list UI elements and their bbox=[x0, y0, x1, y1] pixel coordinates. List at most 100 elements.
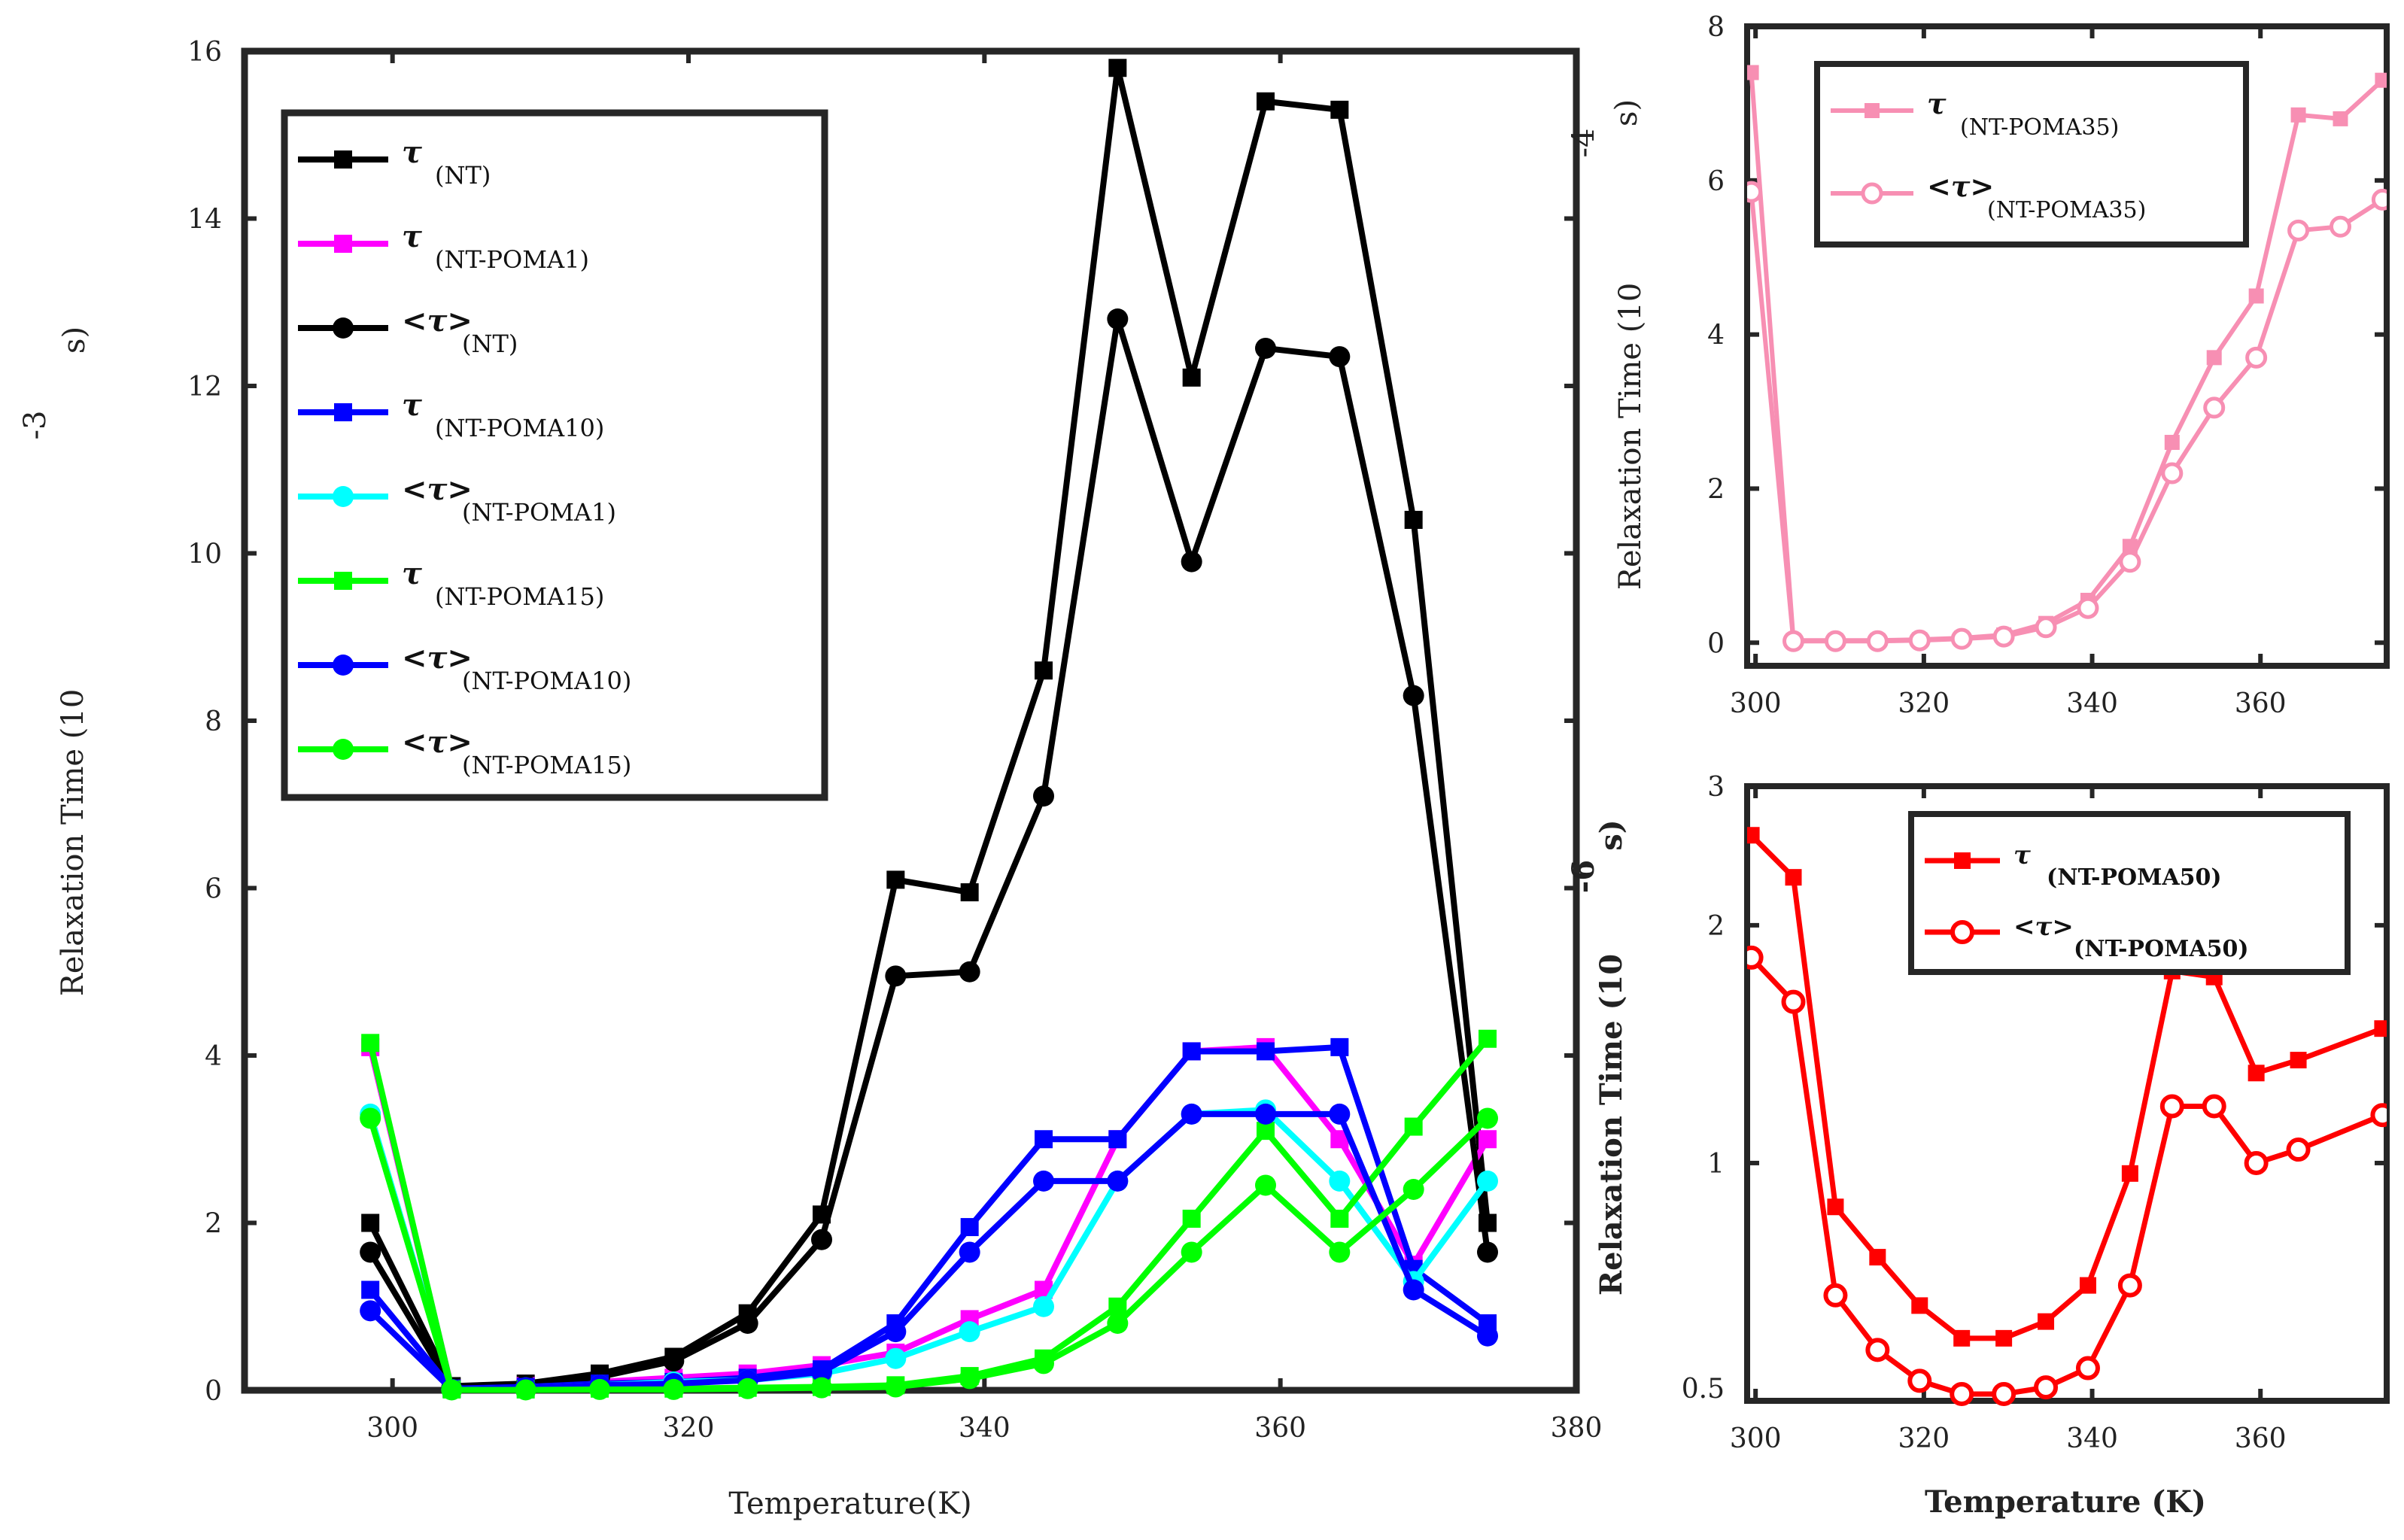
data-point bbox=[1329, 1103, 1351, 1125]
legend-item: τ (NT-POMA1) bbox=[298, 219, 589, 274]
y-axis-label: Relaxation Time (10 bbox=[1613, 283, 1648, 591]
series-tau-nt-poma50 bbox=[1747, 827, 2387, 1347]
x-tick-label: 340 bbox=[2066, 1423, 2118, 1454]
y-tick-label: 12 bbox=[187, 372, 222, 402]
legend-item: <τ>(NT) bbox=[298, 303, 518, 358]
data-point bbox=[1477, 1325, 1498, 1347]
data-point bbox=[1033, 1170, 1054, 1192]
y-tick-label: 0 bbox=[205, 1376, 222, 1407]
data-point bbox=[1182, 1209, 1201, 1228]
data-point bbox=[885, 965, 907, 987]
legend-marker bbox=[333, 317, 354, 339]
data-point bbox=[1827, 1198, 1844, 1216]
data-point bbox=[2244, 1150, 2269, 1175]
data-point bbox=[1781, 989, 1806, 1014]
data-point bbox=[1747, 827, 1760, 844]
data-point bbox=[1479, 1130, 1497, 1149]
legend-marker bbox=[1954, 852, 1971, 869]
data-point bbox=[441, 1379, 463, 1401]
legend-item: τ (NT-POMA10) bbox=[298, 387, 604, 442]
data-point bbox=[1992, 1381, 2017, 1406]
data-point bbox=[2329, 215, 2351, 238]
data-point bbox=[360, 1300, 381, 1322]
legend-item: <τ>(NT-POMA1) bbox=[298, 472, 616, 527]
data-point bbox=[2202, 1094, 2226, 1119]
series-line bbox=[1749, 955, 2384, 1397]
legend-subscript: (NT) bbox=[435, 161, 491, 190]
data-point bbox=[2164, 435, 2180, 451]
x-tick-label: 300 bbox=[1730, 1423, 1782, 1454]
y-tick-label: 10 bbox=[187, 539, 222, 570]
y-tick-label: 2 bbox=[1707, 474, 1725, 505]
y-tick-label: 6 bbox=[1707, 166, 1725, 197]
legend-marker bbox=[333, 486, 354, 507]
data-point bbox=[1907, 1368, 1932, 1393]
data-point bbox=[1953, 1329, 1971, 1347]
legend-symbol: <τ> bbox=[402, 303, 473, 339]
data-point bbox=[1108, 59, 1127, 77]
x-tick-label: 360 bbox=[2235, 1423, 2287, 1454]
series-tau-nt-poma15 bbox=[361, 1029, 1497, 1399]
data-point bbox=[2286, 1138, 2311, 1162]
x-tick-label: 360 bbox=[1254, 1413, 1306, 1444]
data-point bbox=[1329, 1170, 1351, 1192]
data-point bbox=[361, 1280, 380, 1299]
data-point bbox=[1823, 1283, 1848, 1308]
legend: τ(NT)τ(NT-POMA1)<τ>(NT)τ(NT-POMA10)<τ>(N… bbox=[281, 109, 828, 801]
data-point bbox=[1035, 661, 1053, 680]
x-tick-label: 340 bbox=[959, 1413, 1011, 1444]
data-point bbox=[1866, 630, 1889, 652]
legend-symbol: <τ> bbox=[402, 472, 473, 507]
data-point bbox=[1329, 346, 1351, 368]
data-point bbox=[885, 1321, 907, 1343]
legend-subscript: (NT-POMA10) bbox=[435, 414, 604, 442]
legend-marker bbox=[333, 739, 354, 760]
data-point bbox=[811, 1377, 832, 1399]
data-point bbox=[2159, 1094, 2184, 1119]
data-point bbox=[2287, 219, 2310, 241]
x-tick-label: 360 bbox=[2235, 688, 2287, 719]
data-point bbox=[1747, 65, 1759, 80]
legend-item: τ (NT-POMA35) bbox=[1831, 87, 2119, 141]
data-point bbox=[886, 870, 905, 889]
data-point bbox=[1911, 1297, 1928, 1314]
y-axis-unit: s) bbox=[1594, 819, 1629, 850]
series-line bbox=[1749, 191, 2384, 644]
y-axis-label: Relaxation Time (10 bbox=[56, 689, 90, 997]
y-tick-label: 0 bbox=[1707, 628, 1725, 659]
data-point bbox=[1330, 1209, 1349, 1228]
data-point bbox=[2077, 597, 2099, 619]
data-point bbox=[1995, 1329, 2013, 1347]
data-point bbox=[2206, 350, 2222, 366]
data-point bbox=[811, 1229, 832, 1250]
y-tick-label: 8 bbox=[205, 706, 222, 737]
data-point bbox=[2375, 72, 2387, 88]
x-axis-label: Temperature(K) bbox=[728, 1487, 971, 1521]
data-point bbox=[1747, 181, 1763, 203]
data-point bbox=[1747, 945, 1764, 970]
data-point bbox=[2247, 1065, 2265, 1082]
x-tick-label: 320 bbox=[663, 1413, 715, 1444]
data-point bbox=[2119, 551, 2141, 573]
data-point bbox=[1477, 1107, 1498, 1129]
x-tick-label: 320 bbox=[1898, 688, 1950, 719]
y-tick-label: 4 bbox=[205, 1041, 222, 1072]
legend-box bbox=[1814, 61, 2249, 248]
data-point bbox=[959, 1321, 980, 1343]
data-point bbox=[1782, 630, 1805, 652]
series-mean-tau-nt-poma35 bbox=[1747, 181, 2387, 652]
data-point bbox=[1477, 1241, 1498, 1263]
plot-frame bbox=[1744, 783, 2390, 1404]
data-point bbox=[1107, 308, 1129, 330]
data-point bbox=[2203, 396, 2226, 419]
legend-symbol: τ bbox=[402, 556, 422, 591]
data-point bbox=[1865, 1338, 1890, 1362]
y-tick-label: 6 bbox=[205, 874, 222, 905]
legend-item: <τ>(NT-POMA15) bbox=[298, 724, 631, 779]
y-axis-label: Relaxation Time (10 bbox=[1594, 954, 1629, 1295]
data-point bbox=[1108, 1130, 1127, 1149]
legend-item: τ (NT-POMA50) bbox=[1925, 840, 2222, 891]
data-point bbox=[1824, 630, 1846, 652]
data-point bbox=[1330, 1037, 1349, 1056]
data-point bbox=[1181, 1241, 1202, 1263]
